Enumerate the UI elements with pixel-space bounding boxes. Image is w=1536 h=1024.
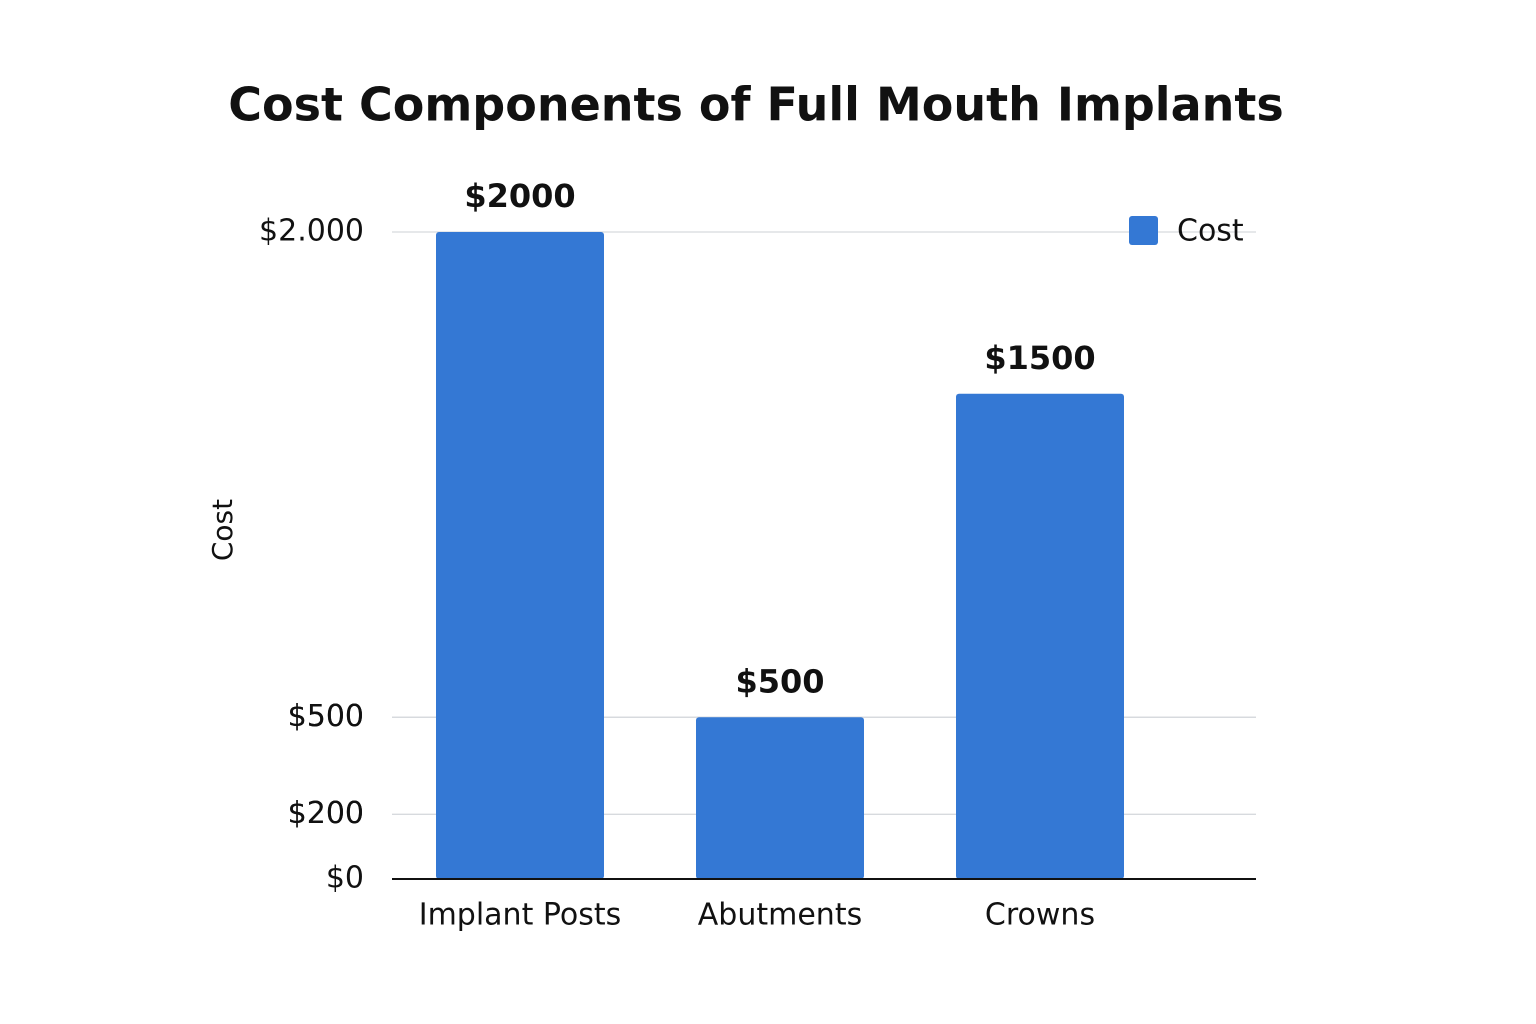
- bar: [956, 393, 1124, 879]
- legend-swatch: [1129, 216, 1158, 245]
- y-axis-title: Cost: [206, 499, 239, 561]
- x-tick-label: Crowns: [985, 898, 1095, 933]
- data-label: $2000: [464, 177, 575, 215]
- x-tick-label: Abutments: [698, 898, 862, 933]
- y-tick-label: $200: [288, 796, 364, 831]
- bar: [436, 232, 604, 879]
- y-tick-label: $0: [326, 861, 364, 896]
- data-label: $500: [735, 662, 824, 700]
- y-tick-label: $500: [288, 699, 364, 734]
- y-tick-label: $200: [288, 796, 364, 831]
- x-tick-label: Implant Posts: [419, 898, 622, 933]
- chart-title: Cost Components of Full Mouth Implants: [228, 78, 1283, 132]
- data-label: $1500: [984, 339, 1095, 377]
- legend-label: Cost: [1177, 214, 1244, 249]
- y-tick-label: $2.000: [259, 214, 364, 249]
- bar: [696, 717, 864, 879]
- y-tick-label: $500: [288, 699, 364, 734]
